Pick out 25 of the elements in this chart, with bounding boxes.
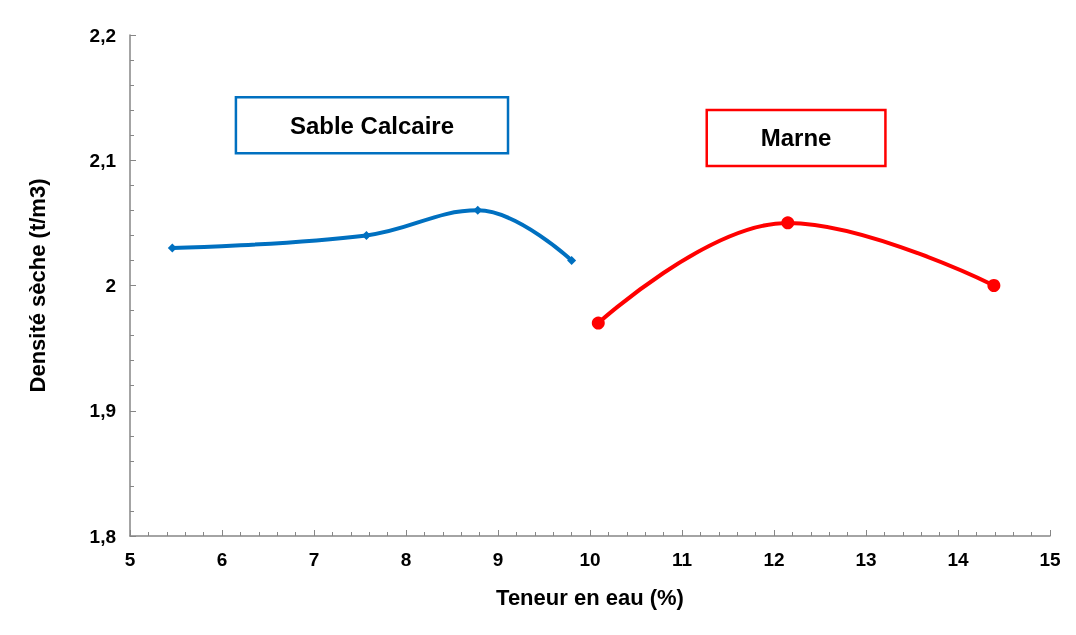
- point: [591, 316, 605, 330]
- y-axis-title: Densité sèche (t/m3): [24, 178, 50, 393]
- x-tick-label: 9: [492, 549, 504, 570]
- point: [167, 243, 177, 253]
- point: [987, 279, 1001, 292]
- x-axis-title: Teneur en eau (%): [496, 584, 684, 610]
- y-tick-label: 1,9: [89, 400, 116, 422]
- x-tick-label: 7: [308, 549, 320, 570]
- x-tick-label: 5: [124, 549, 136, 570]
- x-tick-label: 10: [579, 549, 601, 570]
- x-tick-label: 15: [1039, 549, 1061, 570]
- x-tick-label: 12: [763, 549, 785, 570]
- text: Marne: [760, 124, 832, 152]
- x-tick-label: 14: [947, 549, 969, 570]
- x-tick-label: 11: [671, 549, 693, 570]
- point: [781, 216, 795, 230]
- x-tick-label: 6: [216, 549, 228, 570]
- x-tick-label: 13: [855, 549, 877, 570]
- y-tick-label: 1,8: [89, 525, 116, 547]
- x-tick-label: 8: [400, 549, 412, 570]
- text: Sable Calcaire: [289, 111, 455, 139]
- y-tick-label: 2: [105, 275, 116, 296]
- y-tick-label: 2,1: [89, 149, 117, 171]
- y-tick-label: 2,2: [89, 24, 116, 46]
- point: [567, 255, 577, 265]
